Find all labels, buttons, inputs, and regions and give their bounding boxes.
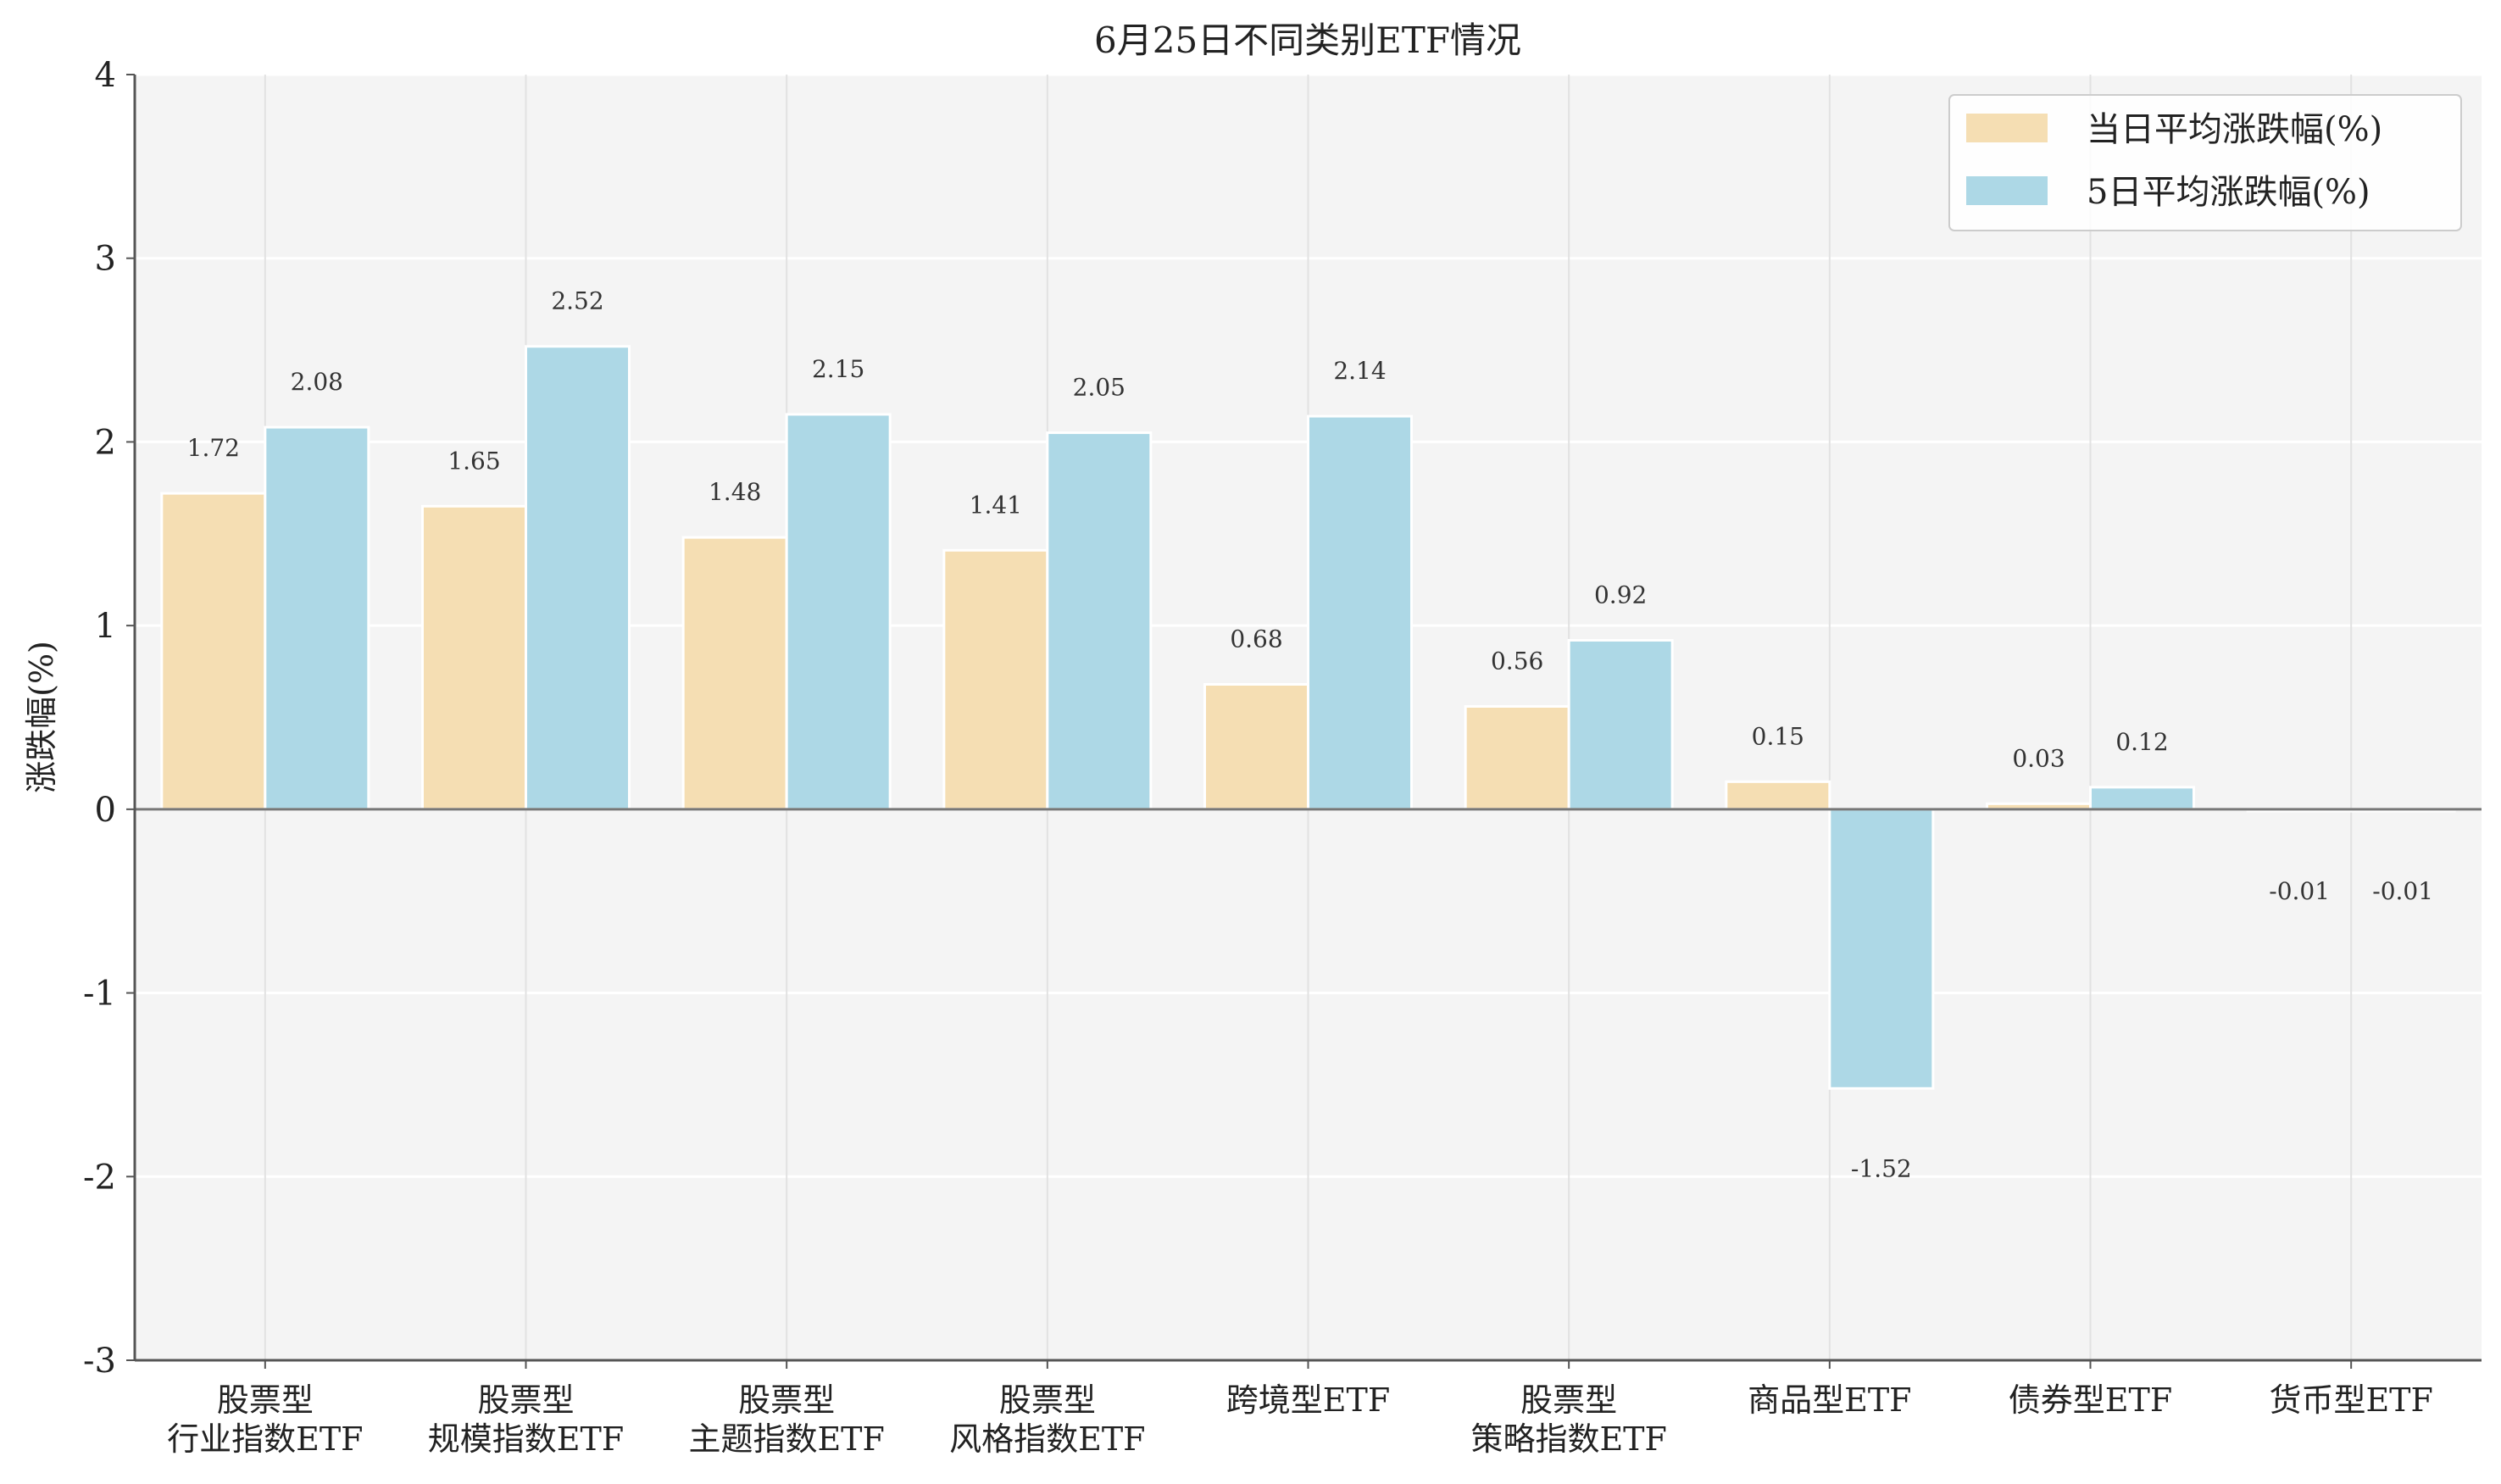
x-tick-label: 行业指数ETF [167,1420,363,1458]
data-label: 0.68 [1230,625,1282,653]
y-tick-label: 4 [95,56,116,95]
x-tick-label: 商品型ETF [1748,1381,1911,1419]
chart-title: 6月25日不同类别ETF情况 [1094,19,1521,61]
bar-daily [160,492,267,811]
data-label: 0.12 [2115,728,2168,756]
legend: 当日平均涨跌幅(%) 5日平均涨跌幅(%) [1948,94,2462,231]
legend-swatch-daily [1966,114,2048,142]
bar-5day [2089,786,2195,811]
data-label: 2.05 [1073,374,1125,402]
x-tick-label: 债券型ETF [2009,1381,2172,1419]
y-axis-label: 涨跌幅(%) [23,641,60,793]
x-tick-label: 规模指数ETF [428,1420,624,1458]
axes: 43210-1-2-3股票型行业指数ETF股票型规模指数ETF股票型主题指数ET… [83,56,2482,1458]
x-tick-label: 策略指数ETF [1470,1420,1666,1458]
data-label: -0.01 [2269,877,2330,905]
bar-5day [264,425,370,811]
data-label: 0.56 [1491,647,1543,675]
data-label: -0.01 [2372,877,2433,905]
data-label: 2.14 [1333,357,1386,385]
y-tick-label: 0 [95,791,116,830]
bar-daily [421,504,527,811]
legend-label-daily: 当日平均涨跌幅(%) [2087,110,2382,149]
data-label: 2.08 [291,368,343,396]
data-label: 0.15 [1752,722,1804,750]
y-tick-label: 2 [95,423,116,462]
x-tick-label: 股票型 [477,1381,574,1419]
legend-frame [1948,94,2462,231]
data-label: 1.48 [709,478,761,506]
bar-5day [1307,414,1413,811]
bar-daily [942,548,1049,811]
y-tick-label: 1 [95,607,116,646]
data-label: 0.92 [1594,581,1647,609]
bar-daily [1203,682,1309,811]
bar-5day [785,413,892,811]
legend-label-5day: 5日平均涨跌幅(%) [2087,173,2370,212]
x-tick-label: 股票型 [738,1381,835,1419]
data-label: 0.03 [2012,744,2065,772]
x-tick-label: 风格指数ETF [949,1420,1145,1458]
x-tick-label: 股票型 [217,1381,314,1419]
x-tick-label: 货币型ETF [2269,1381,2432,1419]
data-label: 2.52 [551,287,603,315]
bar-5day [1046,431,1153,811]
y-tick-label: -3 [83,1342,116,1381]
bar-daily [1464,704,1570,811]
legend-swatch-5day [1966,176,2048,205]
bar-5day [1828,808,1935,1090]
data-label: 1.72 [187,434,240,462]
y-tick-label: -2 [83,1158,116,1197]
data-labels: 1.72 1.65 1.48 1.41 0.68 0.56 0.15 0.03 -0.01 2.0… [187,287,2433,1183]
y-tick-label: 3 [95,240,116,279]
x-tick-label: 股票型 [1520,1381,1617,1419]
x-tick-label: 主题指数ETF [688,1420,884,1458]
bar-daily [1725,780,1831,811]
data-label: -1.52 [1851,1154,1912,1182]
x-tick-label: 股票型 [999,1381,1096,1419]
data-label: 1.65 [447,447,500,475]
data-label: 2.15 [812,355,864,383]
bars [160,345,2456,1090]
x-tick-label: 跨境型ETF [1226,1381,1390,1419]
bar-daily [681,536,788,811]
bar-5day [525,345,631,811]
bar-5day [1567,638,1674,811]
y-tick-label: -1 [83,975,116,1014]
data-label: 1.41 [970,491,1022,519]
